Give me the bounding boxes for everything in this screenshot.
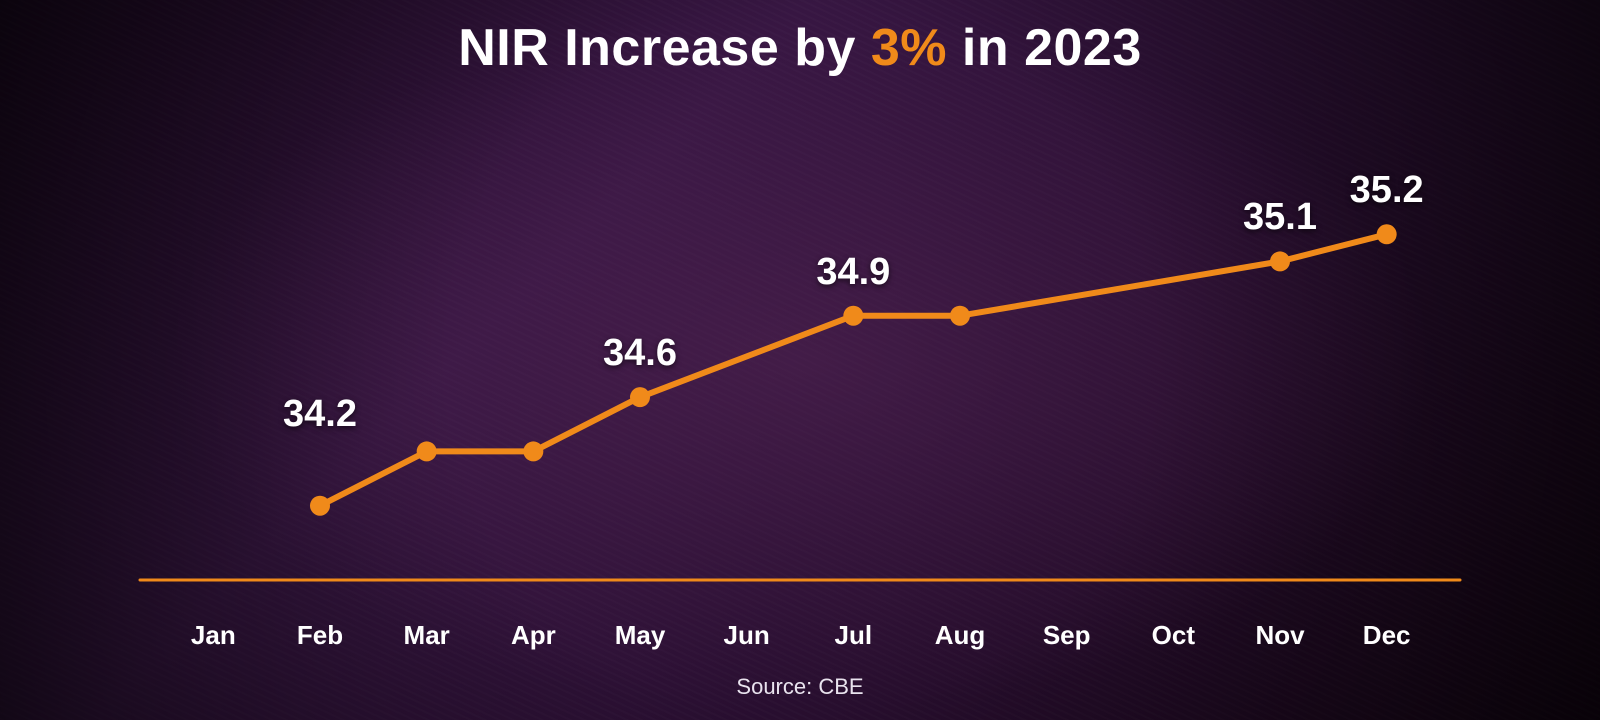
title-pre: NIR Increase by [458, 19, 871, 77]
value-label: 34.9 [816, 251, 890, 294]
xaxis-label: Oct [1152, 620, 1195, 651]
line-chart: JanFebMarAprMayJunJulAugSepOctNovDec34.2… [140, 100, 1460, 640]
xaxis-label: Jun [724, 620, 770, 651]
title-accent: 3% [871, 19, 947, 77]
xaxis-label: Mar [404, 620, 450, 651]
value-label: 35.2 [1350, 169, 1424, 212]
value-label: 34.2 [283, 393, 357, 436]
source-caption: Source: CBE [0, 674, 1600, 700]
value-label: 34.6 [603, 332, 677, 375]
xaxis-label: Aug [935, 620, 986, 651]
xaxis-label: Nov [1255, 620, 1304, 651]
title-post: in 2023 [947, 19, 1142, 77]
xaxis-label: Feb [297, 620, 343, 651]
xaxis-label: Dec [1363, 620, 1411, 651]
chart-svg [140, 100, 1460, 640]
xaxis-label: Apr [511, 620, 556, 651]
xaxis-label: May [615, 620, 666, 651]
xaxis-label: Sep [1043, 620, 1091, 651]
xaxis-label: Jan [191, 620, 236, 651]
source-text: Source: CBE [736, 674, 863, 699]
value-label: 35.1 [1243, 196, 1317, 239]
xaxis-label: Jul [835, 620, 873, 651]
chart-title: NIR Increase by 3% in 2023 [0, 18, 1600, 78]
